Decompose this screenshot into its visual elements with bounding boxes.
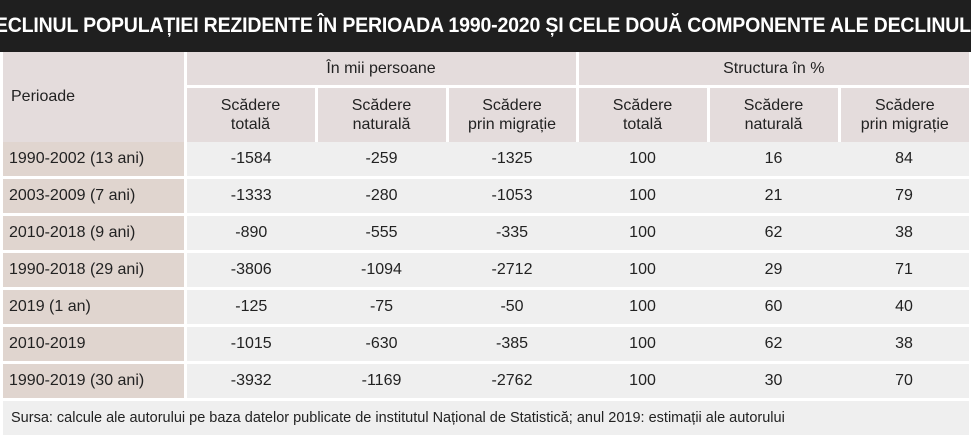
- value-cell: 62: [708, 214, 840, 253]
- table-row: 1990-2018 (29 ani) -3806 -1094 -2712 100…: [3, 251, 970, 290]
- period-cell: 2010-2018 (9 ani): [3, 214, 187, 253]
- value-cell: 16: [708, 142, 840, 179]
- value-cell: -1169: [316, 362, 447, 400]
- value-cell: 100: [577, 214, 709, 253]
- table-title: DECLINUL POPULAȚIEI REZIDENTE ÎN PERIOAD…: [0, 14, 971, 37]
- value-cell: 29: [708, 251, 840, 290]
- value-cell: 38: [839, 325, 970, 364]
- value-cell: 30: [708, 362, 840, 400]
- value-cell: 62: [708, 325, 840, 364]
- value-cell: -75: [316, 288, 447, 327]
- value-cell: -3806: [185, 251, 316, 290]
- period-cell: 2003-2009 (7 ani): [3, 177, 187, 216]
- period-cell: 1990-2019 (30 ani): [3, 362, 187, 400]
- period-cell: 1990-2018 (29 ani): [3, 251, 187, 290]
- value-cell: 100: [577, 251, 709, 290]
- value-cell: -259: [316, 142, 447, 179]
- value-cell: 40: [839, 288, 970, 327]
- value-cell: 38: [839, 214, 970, 253]
- value-cell: -2762: [447, 362, 578, 400]
- period-cell: 2010-2019: [3, 325, 187, 364]
- value-cell: -125: [185, 288, 316, 327]
- value-cell: -280: [316, 177, 447, 216]
- source-note: Sursa: calcule ale autorului pe baza dat…: [3, 398, 970, 438]
- table-row: 2010-2018 (9 ani) -890 -555 -335 100 62 …: [3, 214, 970, 253]
- column-header: Scădere naturală: [708, 86, 841, 142]
- table-row: 2019 (1 an) -125 -75 -50 100 60 40: [3, 288, 970, 327]
- value-cell: -335: [447, 214, 578, 253]
- population-decline-table: Perioade În mii persoane Structura în % …: [3, 52, 970, 438]
- value-cell: 100: [577, 362, 709, 400]
- value-cell: -890: [185, 214, 316, 253]
- value-cell: 79: [839, 177, 970, 216]
- column-header: Scădere totală: [185, 86, 318, 142]
- value-cell: 100: [577, 288, 709, 327]
- value-cell: 100: [577, 142, 709, 179]
- value-cell: 100: [577, 325, 709, 364]
- column-header: Scădere naturală: [316, 86, 449, 142]
- value-cell: -3932: [185, 362, 316, 400]
- value-cell: 100: [577, 177, 709, 216]
- value-cell: 70: [839, 362, 970, 400]
- table-row: 2003-2009 (7 ani) -1333 -280 -1053 100 2…: [3, 177, 970, 216]
- value-cell: 21: [708, 177, 840, 216]
- value-cell: -630: [316, 325, 447, 364]
- value-cell: 84: [839, 142, 970, 179]
- column-header: Scădere totală: [577, 86, 710, 142]
- table-row: 2010-2019 -1015 -630 -385 100 62 38: [3, 325, 970, 364]
- value-cell: -1094: [316, 251, 447, 290]
- value-cell: -1015: [185, 325, 316, 364]
- value-cell: -50: [447, 288, 578, 327]
- table-row: 1990-2019 (30 ani) -3932 -1169 -2762 100…: [3, 362, 970, 400]
- source-note-row: Sursa: calcule ale autorului pe baza dat…: [3, 398, 970, 438]
- column-header: Scădere prin migrație: [839, 86, 970, 142]
- value-cell: -1325: [447, 142, 578, 179]
- table-body: 1990-2002 (13 ani) -1584 -259 -1325 100 …: [3, 142, 970, 438]
- group-header-thousands: În mii persoane: [185, 52, 579, 88]
- value-cell: -2712: [447, 251, 578, 290]
- column-header: Scădere prin migrație: [447, 86, 579, 142]
- group-header-structure: Structura în %: [577, 52, 970, 88]
- table-header: Perioade În mii persoane Structura în % …: [3, 52, 970, 142]
- value-cell: -1333: [185, 177, 316, 216]
- value-cell: 60: [708, 288, 840, 327]
- value-cell: -1053: [447, 177, 578, 216]
- table-row: 1990-2002 (13 ani) -1584 -259 -1325 100 …: [3, 142, 970, 179]
- period-column-header: Perioade: [3, 52, 187, 142]
- title-bar: DECLINUL POPULAȚIEI REZIDENTE ÎN PERIOAD…: [0, 0, 971, 52]
- value-cell: -555: [316, 214, 447, 253]
- value-cell: 71: [839, 251, 970, 290]
- period-cell: 1990-2002 (13 ani): [3, 142, 187, 179]
- period-cell: 2019 (1 an): [3, 288, 187, 327]
- value-cell: -1584: [185, 142, 316, 179]
- value-cell: -385: [447, 325, 578, 364]
